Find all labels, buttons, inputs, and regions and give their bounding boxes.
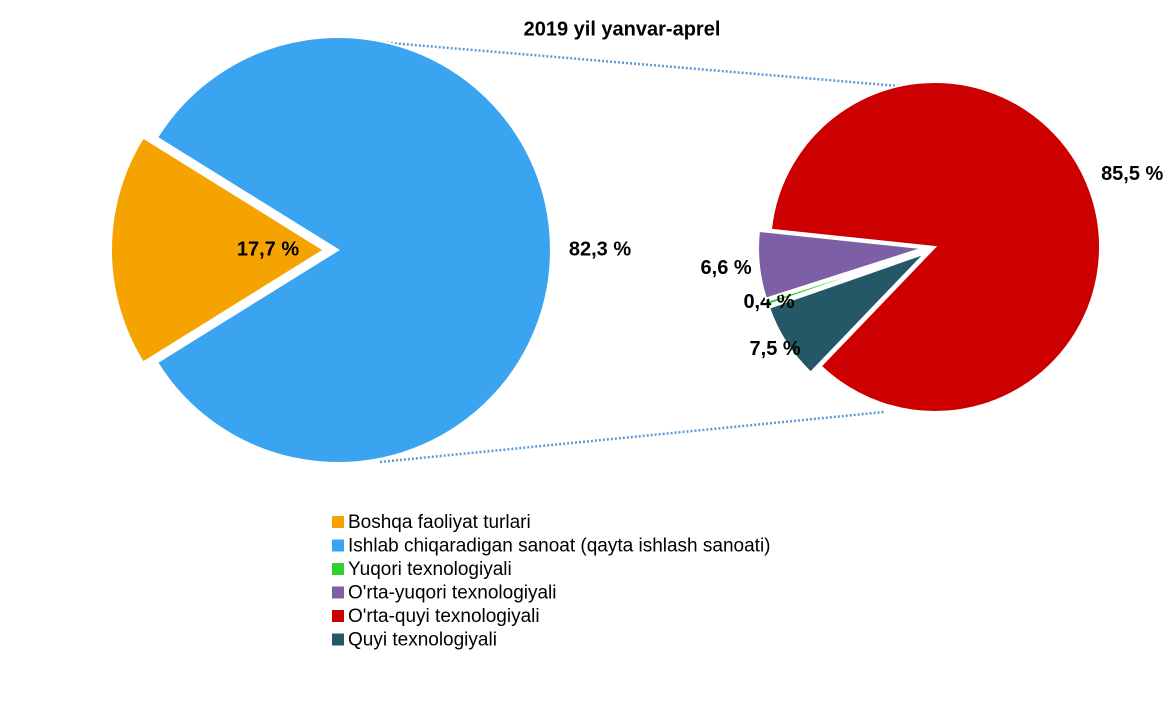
legend-label: Boshqa faoliyat turlari	[348, 512, 531, 533]
data-label: 82,3 %	[569, 238, 631, 260]
data-label: 6,6 %	[701, 257, 752, 279]
data-label: 0,4 %	[743, 291, 794, 313]
connector-line	[354, 38, 923, 90]
pie-slice	[155, 36, 552, 464]
pie-slice	[757, 229, 924, 300]
data-label: 17,7 %	[237, 238, 299, 260]
data-label: 7,5 %	[750, 338, 801, 360]
pie-slice	[767, 252, 926, 374]
data-label: 85,5 %	[1101, 163, 1163, 185]
legend-swatch	[332, 633, 344, 646]
legend-swatch	[332, 610, 344, 622]
legend-label: Yuqori texnologiyali	[348, 559, 512, 580]
legend-swatch	[332, 539, 344, 552]
legend-swatch	[332, 563, 344, 575]
legend-label: O'rta-yuqori texnologiyali	[348, 583, 557, 604]
legend-swatch	[332, 516, 344, 528]
chart-title: 2019 yil yanvar-aprel	[524, 18, 721, 40]
pie-slice	[769, 81, 1101, 413]
connector-line	[379, 410, 885, 464]
legend-swatch	[332, 586, 344, 599]
legend-label: Quyi texnologiyali	[348, 630, 497, 651]
pie-slice	[109, 136, 326, 364]
legend-label: Ishlab chiqaradigan sanoat (qayta ishlas…	[348, 536, 771, 557]
legend-label: O'rta-quyi texnologiyali	[348, 606, 540, 627]
pie-slice	[763, 250, 923, 307]
